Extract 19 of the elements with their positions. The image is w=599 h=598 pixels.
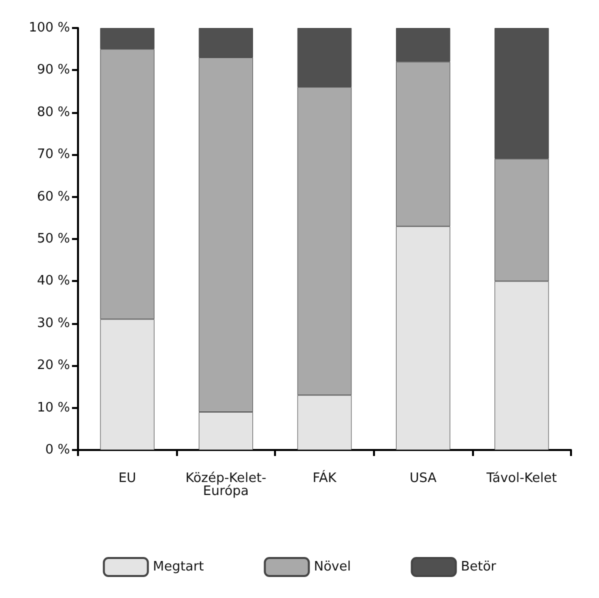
y-tick-label: 100 % <box>28 20 70 36</box>
x-tick-label: Közép-Kelet-Európa <box>185 471 267 499</box>
y-tick-label: 20 % <box>36 358 70 374</box>
y-tick-label: 80 % <box>36 104 70 120</box>
y-tick-label: 40 % <box>36 274 70 289</box>
x-tick-label: FÁK <box>312 469 337 486</box>
y-tick-label: 70 % <box>36 147 70 162</box>
y-tick-label: 30 % <box>36 316 70 331</box>
y-tick-label: 50 % <box>36 232 70 246</box>
legend-label: Növel <box>314 560 351 574</box>
x-tick-label: USA <box>410 471 437 486</box>
y-tick-label: 60 % <box>36 189 70 204</box>
legend-label: Betör <box>460 560 497 574</box>
x-tick-label: Távol-Kelet <box>486 471 557 486</box>
legend-label: Megtart <box>152 560 204 574</box>
y-tick-label: 0 % <box>45 442 70 458</box>
y-tick-label: 10 % <box>36 400 70 416</box>
y-tick-label: 90 % <box>36 62 70 78</box>
x-tick-label: EU <box>118 471 136 486</box>
